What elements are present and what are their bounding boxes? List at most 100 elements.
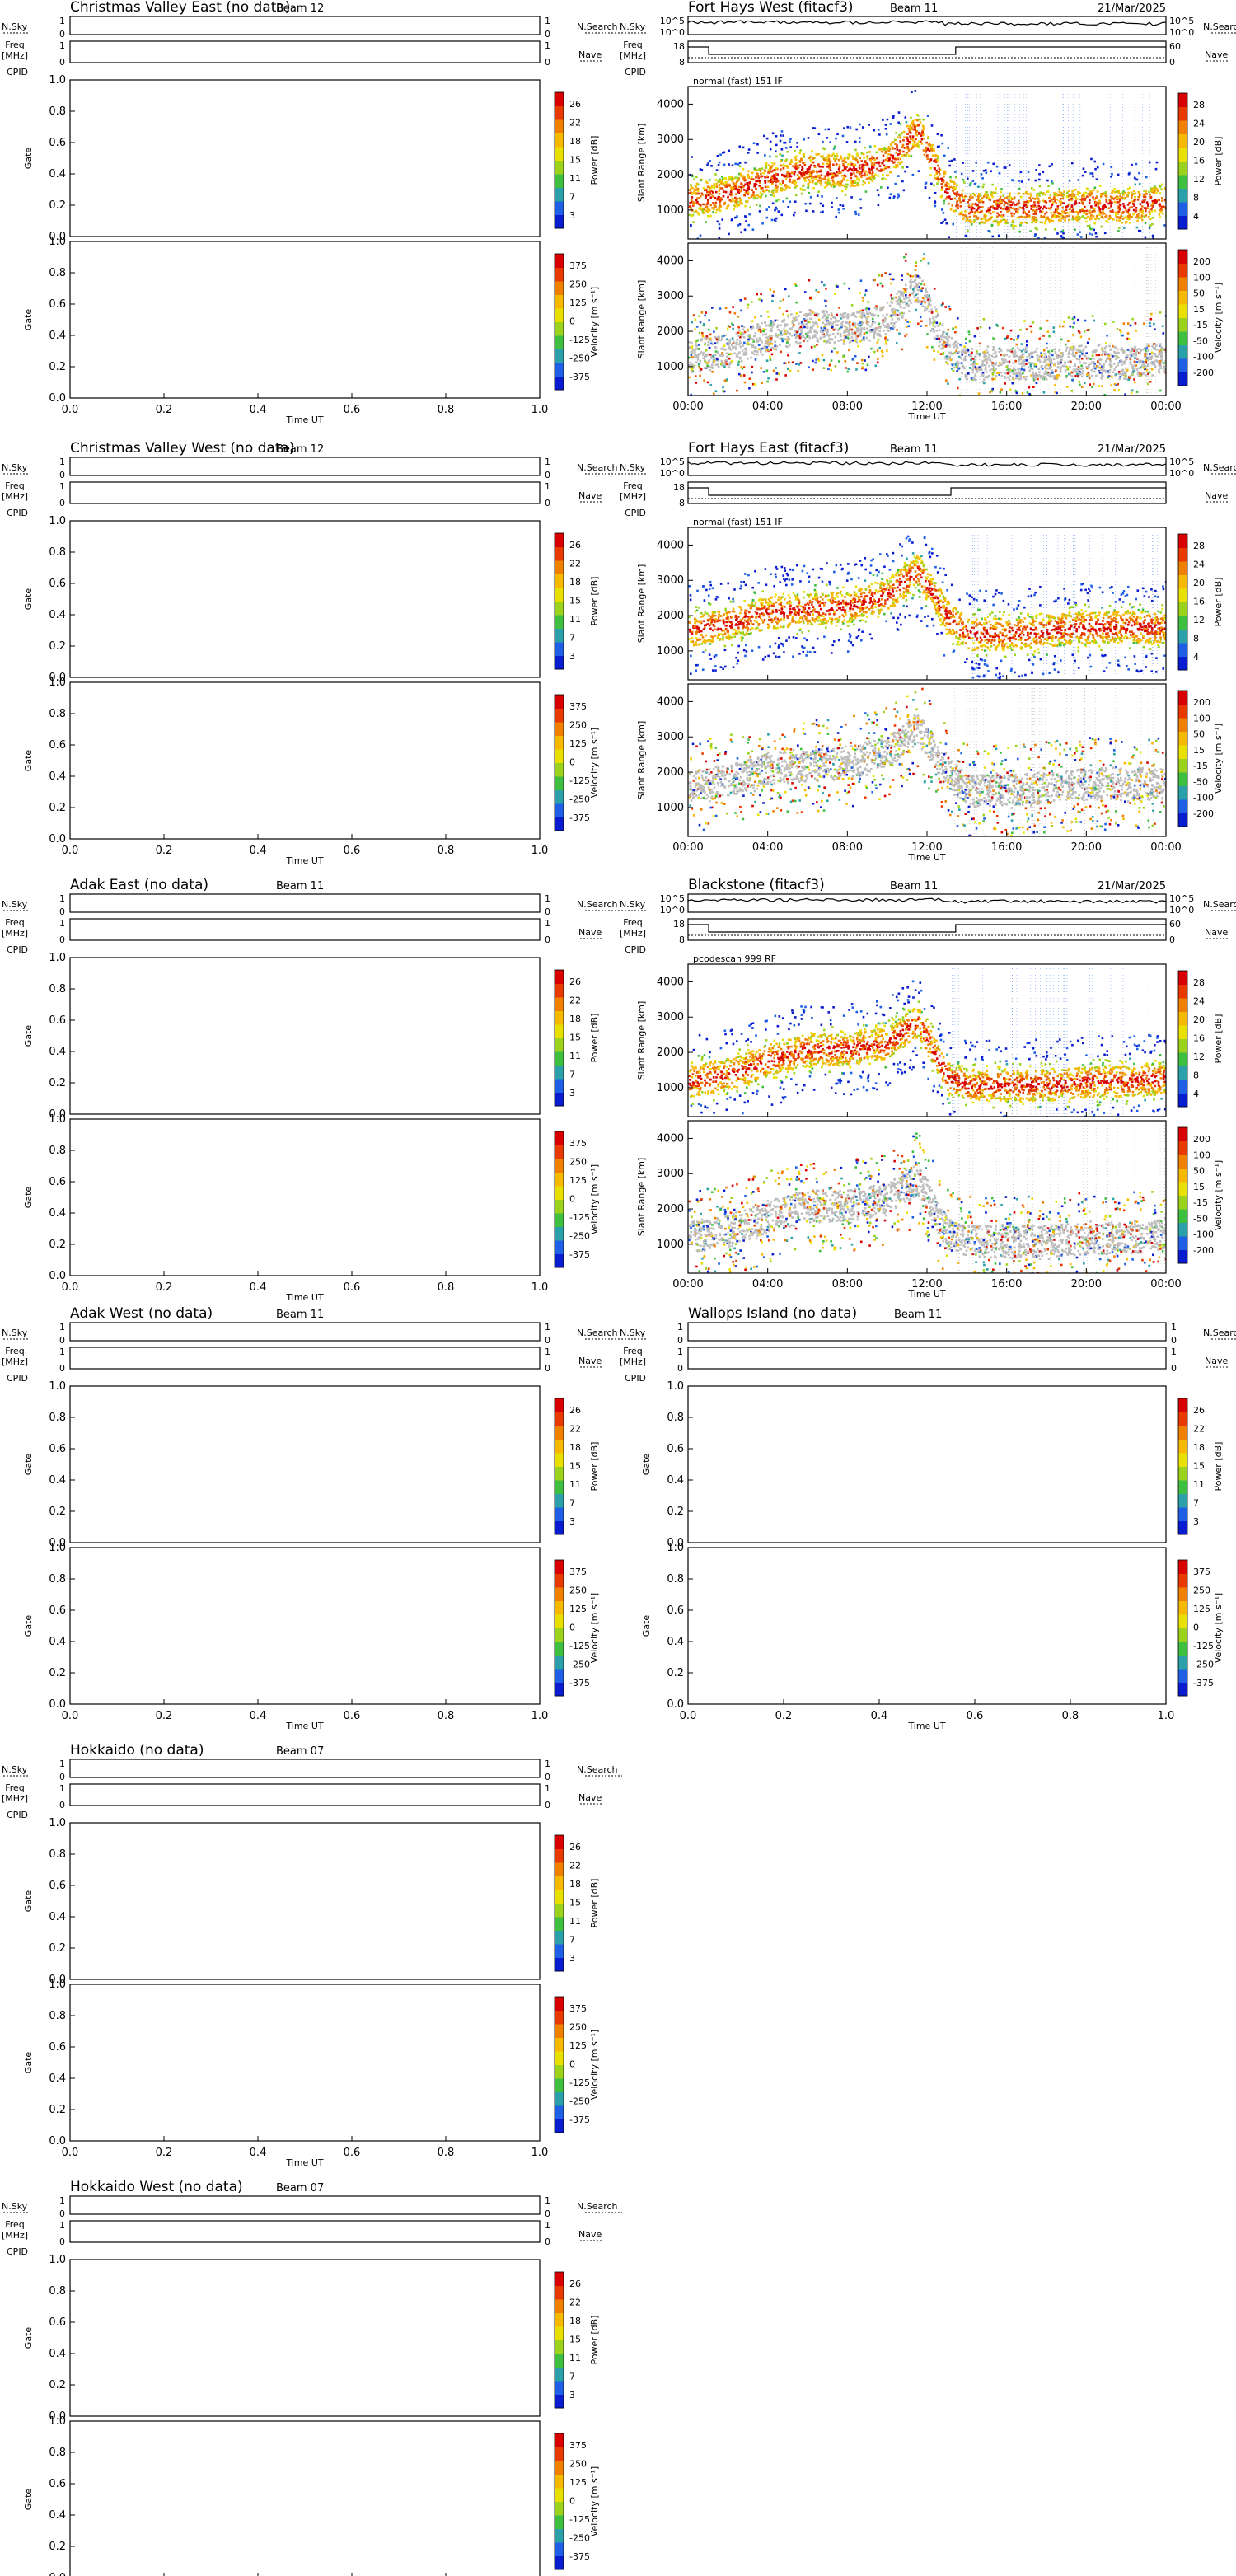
colorbar-segment — [1178, 1038, 1187, 1053]
colorbar-tick: 0 — [569, 757, 575, 768]
colorbar-tick: 22 — [569, 995, 581, 1006]
colorbar-segment — [1178, 1520, 1187, 1535]
y-tick-label: 0.0 — [667, 1698, 684, 1711]
strip-tick: 0 — [545, 1800, 550, 1810]
colorbar-tick: 26 — [1193, 1405, 1205, 1416]
strip-tick: 0 — [1171, 1335, 1177, 1346]
colorbar-segment — [1178, 1655, 1187, 1670]
x-tick-label: 20:00 — [1071, 1278, 1102, 1290]
y-tick-label: 4000 — [657, 98, 684, 110]
freq-strip — [69, 1783, 541, 1806]
colorbar-segment — [555, 376, 564, 391]
colorbar-segment — [555, 1655, 564, 1670]
colorbar-segment — [555, 281, 564, 295]
y-tick-label: 1.0 — [49, 952, 66, 964]
strip-tick: 1 — [1171, 1347, 1177, 1357]
y-tick-label: 0.8 — [49, 546, 66, 559]
cpid-label: CPID — [625, 1373, 646, 1384]
colorbar-segment — [555, 294, 564, 309]
colorbar-tick: 15 — [569, 1033, 581, 1043]
nsky-label: N.Sky — [620, 1328, 646, 1338]
x-tick-label: 0.2 — [156, 1710, 173, 1722]
nsky-label: N.Sky — [620, 462, 646, 473]
plot-frame — [687, 1547, 1167, 1705]
colorbar-segment — [555, 2501, 564, 2516]
colorbar-tick: 0 — [569, 1194, 575, 1205]
colorbar-segment — [555, 363, 564, 377]
time-axis-label: Time UT — [285, 1292, 323, 1303]
colorbar-tick: 125 — [569, 297, 587, 308]
colorbar-segment — [1178, 277, 1187, 291]
y-tick-label: 0.6 — [49, 578, 66, 590]
y-tick-label: 0.8 — [49, 1412, 66, 1424]
colorbar-frame — [1177, 533, 1188, 671]
colorbar-segment — [1178, 561, 1187, 575]
y-tick-label: 0.0 — [49, 1108, 66, 1121]
colorbar-segment — [555, 2474, 564, 2489]
colorbar-tick: -15 — [1193, 320, 1208, 330]
colorbar-segment — [555, 254, 564, 268]
colorbar-tick: 8 — [1193, 1070, 1199, 1081]
y-tick-label: 0.6 — [49, 739, 66, 752]
strip-tick: 1 — [59, 2220, 65, 2231]
y-tick-label: 0.2 — [49, 802, 66, 814]
y-tick-label: 0.2 — [49, 2104, 66, 2116]
freq-unit-label: [MHz] — [2, 2230, 28, 2241]
colorbar-segment — [555, 722, 564, 736]
freq-label: Freq — [5, 1782, 25, 1793]
colorbar-segment — [555, 308, 564, 322]
freq-strip — [69, 40, 541, 63]
y-tick-label: 0.6 — [49, 1880, 66, 1892]
y-tick-label: 4000 — [657, 976, 684, 988]
colorbar-segment — [555, 642, 564, 656]
strip-tick: 1 — [545, 457, 550, 467]
colorbar-segment — [1178, 202, 1187, 216]
colorbar-tick: 50 — [1193, 288, 1205, 299]
y-tick-label: 0.2 — [49, 2379, 66, 2391]
colorbar-segment — [1178, 785, 1187, 800]
y-tick-label: 0.6 — [49, 2316, 66, 2329]
plot-frame — [69, 1118, 541, 1276]
colorbar-segment — [555, 105, 564, 120]
colorbar-segment — [1178, 1614, 1187, 1628]
freq-trace — [688, 924, 1166, 933]
colorbar-segment — [555, 1642, 564, 1656]
colorbar-segment — [1178, 1587, 1187, 1601]
colorbar-tick: -250 — [569, 354, 590, 364]
freq-label: Freq — [5, 917, 25, 928]
colorbar-tick: 22 — [569, 118, 581, 129]
colorbar-tick: -125 — [1193, 1641, 1214, 1651]
colorbar-segment — [555, 601, 564, 616]
nave-label: Nave — [1205, 927, 1228, 938]
plot-frame — [69, 1547, 541, 1705]
colorbar-segment — [1178, 1155, 1187, 1169]
y-tick-label: 0.6 — [667, 1443, 684, 1455]
x-tick-label: 0.4 — [871, 1710, 888, 1722]
station-title: Fort Hays East (fitacf3) — [688, 440, 849, 457]
gate-axis-label: Gate — [23, 148, 34, 170]
strip-tick: 0 — [545, 1363, 550, 1374]
colorbar-tick: 3 — [569, 2390, 575, 2400]
x-tick-label: 1.0 — [531, 2147, 549, 2159]
colorbar-segment — [555, 1876, 564, 1890]
x-tick-label: 00:00 — [1150, 400, 1181, 413]
strip-tick: 0 — [545, 498, 550, 508]
colorbar-frame — [554, 1131, 564, 1268]
colorbar-segment — [555, 2312, 564, 2327]
colorbar-tick: 4 — [1193, 1089, 1199, 1099]
freq-strip — [687, 481, 1167, 504]
x-tick-label: 0.8 — [438, 845, 455, 857]
colorbar-frame — [554, 1834, 564, 1972]
strip-tick: 1 — [59, 1759, 65, 1769]
colorbar-segment — [1178, 616, 1187, 630]
power-colorbar-title: Power [dB] — [1213, 1442, 1224, 1492]
plot-frame — [69, 520, 541, 678]
colorbar-segment — [555, 574, 564, 588]
colorbar-tick: 20 — [1193, 578, 1205, 588]
colorbar-segment — [555, 1226, 564, 1241]
colorbar-tick: -125 — [569, 1212, 590, 1223]
colorbar-segment — [555, 533, 564, 547]
nsky-strip — [69, 2195, 541, 2215]
cpid-label: CPID — [7, 67, 28, 77]
x-tick-label: 0.0 — [62, 845, 79, 857]
